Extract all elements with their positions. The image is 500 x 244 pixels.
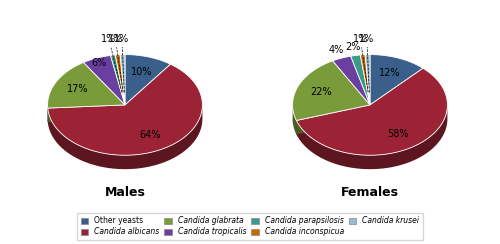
Polygon shape <box>332 56 370 105</box>
Polygon shape <box>48 64 203 155</box>
Polygon shape <box>360 55 370 105</box>
Text: 1%: 1% <box>108 34 123 44</box>
Text: 1%: 1% <box>102 34 116 44</box>
Polygon shape <box>120 55 125 105</box>
Text: 58%: 58% <box>388 129 409 139</box>
Polygon shape <box>292 103 296 134</box>
Polygon shape <box>48 105 125 122</box>
Polygon shape <box>48 105 125 122</box>
Polygon shape <box>365 55 370 105</box>
Text: 64%: 64% <box>140 130 161 140</box>
Legend: Other yeasts, Candida albicans, Candida glabrata, Candida tropicalis, Candida pa: Other yeasts, Candida albicans, Candida … <box>76 213 424 240</box>
Text: Females: Females <box>341 186 399 199</box>
Text: 1%: 1% <box>359 33 374 43</box>
Polygon shape <box>125 55 170 105</box>
Text: 1%: 1% <box>353 34 368 44</box>
Text: 6%: 6% <box>92 58 107 68</box>
Polygon shape <box>296 105 370 134</box>
Text: 10%: 10% <box>130 67 152 77</box>
Text: 1%: 1% <box>114 33 130 43</box>
Polygon shape <box>116 55 125 105</box>
Text: 22%: 22% <box>310 87 332 97</box>
Polygon shape <box>110 55 125 105</box>
Polygon shape <box>296 68 448 155</box>
Polygon shape <box>48 105 203 169</box>
Text: 12%: 12% <box>378 68 400 78</box>
Polygon shape <box>48 62 125 108</box>
Text: 2%: 2% <box>345 41 360 51</box>
Polygon shape <box>370 55 423 105</box>
Text: Males: Males <box>104 186 146 199</box>
Polygon shape <box>296 104 448 169</box>
Polygon shape <box>350 55 370 105</box>
Polygon shape <box>292 61 370 121</box>
Text: 4%: 4% <box>328 45 344 55</box>
Text: 17%: 17% <box>68 84 89 94</box>
Polygon shape <box>84 55 125 105</box>
Polygon shape <box>296 105 370 134</box>
